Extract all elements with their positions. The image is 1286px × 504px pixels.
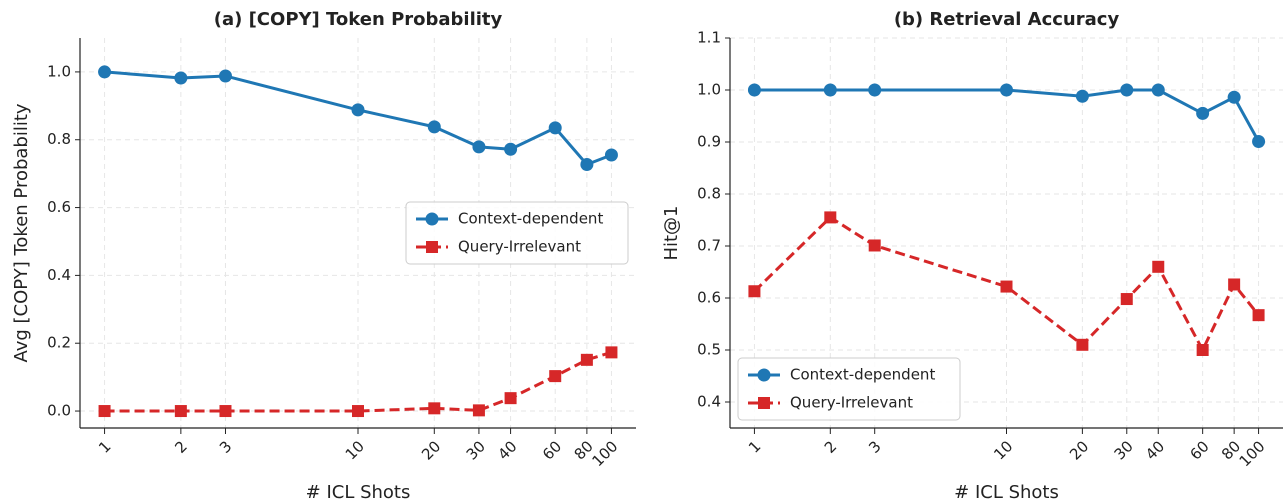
series-line <box>104 350 612 413</box>
marker <box>1075 89 1089 103</box>
legend-marker <box>426 241 438 253</box>
marker <box>98 405 111 418</box>
y-axis-label: Avg [COPY] Token Probability <box>11 103 32 362</box>
y-tick-label: 0.2 <box>47 334 71 352</box>
y-tick-label: 0.9 <box>697 133 721 151</box>
panel: (b) Retrieval Accuracy 0.4 0.5 0.6 0.7 0.8 0.9… <box>661 9 1283 503</box>
y-tick-label: 0.5 <box>697 341 721 359</box>
x-tick-label: 10 <box>990 437 1016 463</box>
y-tick-label: 0.8 <box>47 130 71 148</box>
legend-marker <box>757 368 771 382</box>
marker <box>748 285 761 298</box>
marker <box>605 346 618 359</box>
marker <box>824 211 837 224</box>
marker <box>1227 90 1241 104</box>
marker <box>1252 309 1265 322</box>
x-tick-label: 100 <box>1236 437 1269 470</box>
marker <box>1000 280 1013 293</box>
marker <box>504 142 518 156</box>
legend-marker <box>425 212 439 226</box>
y-tick-label: 0.0 <box>47 402 71 420</box>
marker <box>472 140 486 154</box>
x-tick-label: 1 <box>95 437 114 456</box>
series-line <box>753 215 1260 354</box>
marker <box>549 370 562 383</box>
marker <box>1120 293 1133 306</box>
marker <box>580 157 594 171</box>
x-tick-label: 20 <box>418 437 444 463</box>
y-tick-label: 0.4 <box>697 393 721 411</box>
marker <box>604 148 618 162</box>
marker <box>548 121 562 135</box>
marker <box>1076 338 1089 351</box>
x-tick-label: 10 <box>342 437 368 463</box>
marker <box>1000 83 1013 97</box>
y-axis-label: Hit@1 <box>661 205 682 260</box>
legend-marker <box>758 397 770 409</box>
marker <box>427 120 441 134</box>
x-tick-label: 1 <box>745 437 764 456</box>
series-line <box>754 88 1260 143</box>
x-tick-label: 3 <box>865 437 884 456</box>
marker <box>1228 278 1241 291</box>
x-tick-label: 2 <box>171 437 190 456</box>
x-tick-label: 100 <box>588 437 621 470</box>
y-tick-label: 0.6 <box>697 289 721 307</box>
y-tick-label: 0.4 <box>47 266 71 284</box>
marker <box>868 83 882 97</box>
series-line <box>104 70 612 167</box>
legend-box <box>405 201 629 265</box>
marker <box>580 353 593 366</box>
x-axis-label: # ICL Shots <box>306 482 411 503</box>
marker <box>747 83 761 97</box>
x-axis-label: # ICL Shots <box>954 482 1059 503</box>
marker <box>98 65 112 79</box>
marker <box>1151 83 1165 97</box>
x-tick-label: 40 <box>494 437 520 463</box>
marker <box>1120 83 1134 97</box>
marker <box>472 404 485 417</box>
x-tick-label: 30 <box>463 437 489 463</box>
x-tick-label: 60 <box>1186 437 1212 463</box>
marker <box>218 69 232 83</box>
legend-label: Query-Irrelevant <box>458 238 581 256</box>
marker <box>1252 134 1266 148</box>
y-tick-label: 1.0 <box>697 81 721 99</box>
marker <box>504 392 517 405</box>
panel: (a) [COPY] Token Probability 0.0 0.2 0.4 0.6… <box>11 9 636 503</box>
marker <box>1152 260 1165 273</box>
marker <box>174 405 187 418</box>
legend-label: Context-dependent <box>458 210 603 228</box>
marker <box>428 402 441 415</box>
y-tick-label: 1.0 <box>47 62 71 80</box>
y-tick-label: 1.1 <box>697 29 721 47</box>
legend-label: Context-dependent <box>790 366 935 384</box>
marker <box>174 71 188 85</box>
legend-label: Query-Irrelevant <box>790 394 913 412</box>
chart-title: (a) [COPY] Token Probability <box>214 9 503 30</box>
marker <box>823 83 837 97</box>
y-tick-label: 0.7 <box>697 237 721 255</box>
marker <box>868 239 881 252</box>
legend-box <box>737 357 961 421</box>
x-tick-label: 3 <box>216 437 235 456</box>
x-tick-label: 20 <box>1066 437 1092 463</box>
marker <box>351 103 365 117</box>
x-tick-label: 30 <box>1111 437 1137 463</box>
marker <box>1196 106 1210 120</box>
marker <box>219 405 232 418</box>
x-tick-label: 40 <box>1142 437 1168 463</box>
marker <box>352 405 364 418</box>
y-tick-label: 0.8 <box>697 185 721 203</box>
chart-title: (b) Retrieval Accuracy <box>894 9 1120 30</box>
marker <box>1196 344 1209 356</box>
x-tick-label: 60 <box>539 437 565 463</box>
x-tick-label: 2 <box>821 437 840 456</box>
y-tick-label: 0.6 <box>47 198 71 216</box>
